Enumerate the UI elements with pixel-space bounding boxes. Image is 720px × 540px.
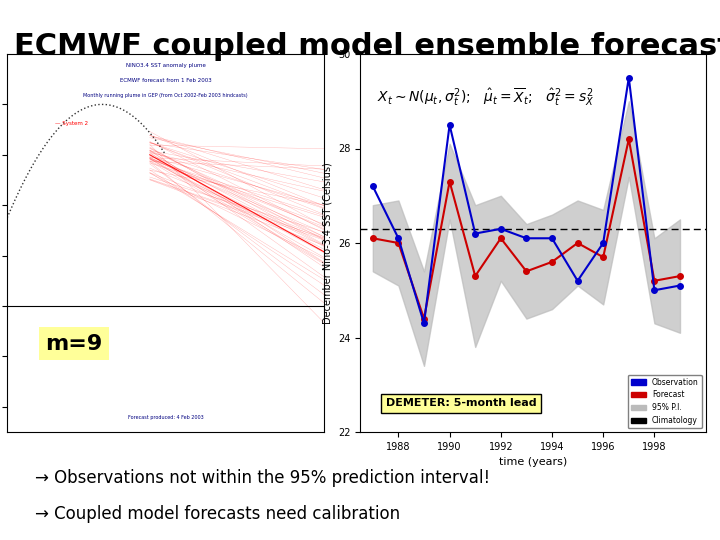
X-axis label: time (years): time (years) [499, 457, 567, 467]
System 2 [154, 157, 163, 163]
System 2 [204, 184, 212, 191]
System 2 [284, 228, 292, 235]
System 2 [181, 172, 190, 178]
Text: NINO3.4 SST anomaly plume: NINO3.4 SST anomaly plume [126, 63, 205, 68]
System 2 [275, 224, 284, 230]
System 2 [199, 181, 207, 188]
System 2 [230, 199, 239, 205]
System 2 [150, 154, 158, 160]
System 2 [315, 246, 324, 253]
System 2 [208, 186, 217, 193]
System 2 [320, 248, 328, 255]
System 2 [293, 234, 302, 240]
System 2 [159, 159, 168, 165]
System 2 [257, 214, 266, 220]
System 2 [248, 209, 257, 215]
System 2 [163, 161, 172, 168]
System 2 [311, 244, 320, 250]
Text: — System 2: — System 2 [55, 120, 88, 126]
Text: ECMWF coupled model ensemble forecasts: ECMWF coupled model ensemble forecasts [14, 32, 720, 62]
System 2 [271, 221, 279, 228]
System 2 [279, 226, 288, 233]
Text: m=9: m=9 [45, 334, 102, 354]
System 2 [212, 189, 221, 195]
System 2 [235, 201, 243, 208]
System 2 [176, 169, 185, 176]
System 2 [145, 152, 154, 158]
System 2 [239, 204, 248, 210]
System 2 [172, 166, 181, 173]
System 2 [186, 174, 194, 180]
System 2 [221, 194, 230, 200]
Text: $X_t \sim N(\mu_t, \sigma_t^2)$;   $\hat{\mu}_t = \overline{X}_t$;   $\hat{\sigm: $X_t \sim N(\mu_t, \sigma_t^2)$; $\hat{\… [377, 86, 595, 108]
System 2 [297, 236, 306, 242]
System 2 [244, 206, 253, 213]
System 2 [194, 179, 203, 185]
Text: → Observations not within the 95% prediction interval!: → Observations not within the 95% predic… [35, 469, 490, 487]
System 2 [289, 231, 297, 238]
Text: → Coupled model forecasts need calibration: → Coupled model forecasts need calibrati… [35, 505, 400, 523]
System 2 [226, 197, 235, 203]
Text: ECMWF forecast from 1 Feb 2003: ECMWF forecast from 1 Feb 2003 [120, 78, 212, 83]
System 2 [261, 216, 270, 222]
System 2 [168, 164, 176, 171]
System 2 [217, 191, 225, 198]
Text: Forecast produced: 4 Feb 2003: Forecast produced: 4 Feb 2003 [127, 415, 204, 421]
Line: System 2: System 2 [150, 155, 324, 252]
System 2 [190, 177, 199, 183]
System 2 [302, 239, 310, 245]
Text: Monthly running plume in GEP (from Oct 2002-Feb 2003 hindcasts): Monthly running plume in GEP (from Oct 2… [84, 93, 248, 98]
System 2 [266, 219, 275, 225]
Legend: Observation, Forecast, 95% P.I., Climatology: Observation, Forecast, 95% P.I., Climato… [628, 375, 702, 428]
Text: DEMETER: 5-month lead: DEMETER: 5-month lead [386, 399, 536, 408]
System 2 [306, 241, 315, 248]
System 2 [253, 211, 261, 218]
Y-axis label: December Nino-3.4 SST (Celsius): December Nino-3.4 SST (Celsius) [323, 162, 332, 324]
